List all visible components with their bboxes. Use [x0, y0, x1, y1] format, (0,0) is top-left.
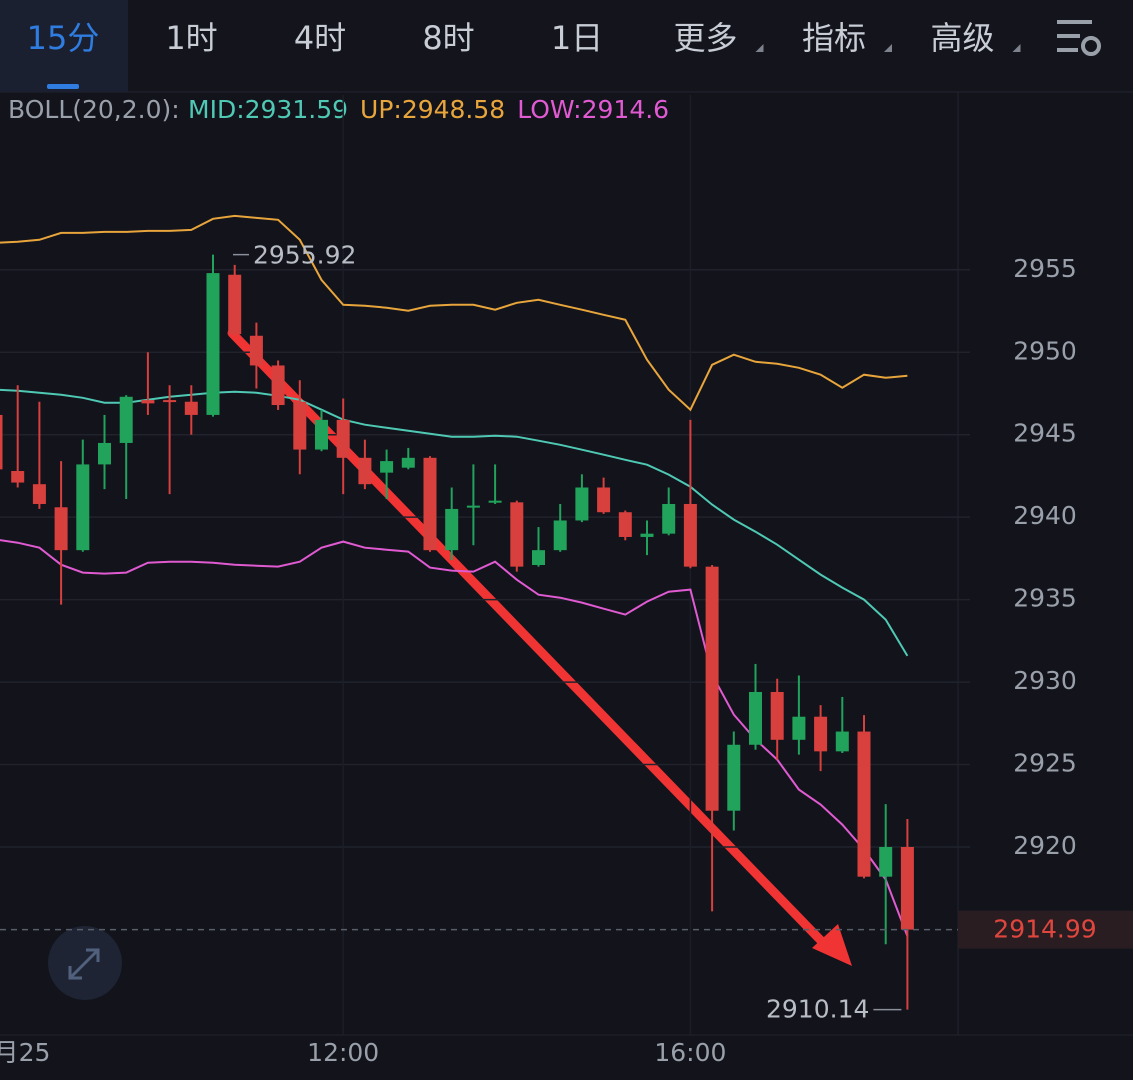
expand-button[interactable] — [48, 926, 122, 1000]
candle-body — [423, 457, 437, 551]
x-tick-label: 16:00 — [654, 1038, 726, 1067]
candle-body — [293, 401, 307, 450]
candle-body — [770, 691, 784, 740]
candle-body — [271, 365, 285, 406]
dropdown-caret — [1012, 44, 1021, 52]
candle-body — [553, 520, 567, 551]
candle-body — [792, 716, 806, 740]
candle-body — [683, 503, 697, 567]
boll-line — [0, 214, 908, 412]
candle-body — [662, 503, 676, 534]
candle-body — [0, 414, 3, 470]
candle-body — [705, 566, 719, 811]
candle-body — [510, 502, 524, 567]
low-label: 2910.14 — [766, 995, 869, 1024]
timeframe-tab[interactable]: 更多 — [673, 19, 737, 57]
legend-entry: LOW:2914.6 — [517, 95, 669, 124]
legend: MID:2931.59 UP:2948.58 LOW:2914.6 — [188, 95, 669, 124]
timeframe-tab[interactable]: 15分 — [27, 19, 100, 57]
y-tick-label: 2930 — [1013, 666, 1077, 695]
y-tick-label: 2940 — [1013, 501, 1077, 530]
candle-body — [879, 847, 893, 877]
candle-body — [835, 731, 849, 752]
candle-body — [358, 457, 372, 485]
candle-body — [814, 716, 828, 752]
candle-body — [597, 487, 611, 513]
settings-icon[interactable] — [1057, 20, 1101, 56]
price-tag — [958, 910, 1133, 949]
candle-body — [401, 457, 415, 468]
y-tick-label: 2950 — [1013, 336, 1077, 365]
timeframe-tab[interactable]: 高级 — [930, 19, 994, 57]
candle-body — [228, 274, 242, 335]
candle-body — [488, 500, 502, 503]
dropdown-caret — [755, 44, 764, 52]
candle-body — [749, 691, 762, 745]
legend-name: LOW: — [517, 95, 581, 124]
candle-body — [76, 464, 90, 551]
legend-name: MID: — [188, 95, 245, 124]
candle-body — [900, 847, 914, 930]
candle-body — [727, 744, 741, 811]
legend-value: 2931.59 — [245, 95, 348, 124]
y-tick-label: 2935 — [1013, 584, 1077, 613]
y-tick-label: 2920 — [1013, 831, 1077, 860]
candle-body — [11, 471, 25, 483]
high-label: 2955.92 — [253, 241, 356, 270]
candle-body — [141, 400, 155, 404]
candle-body — [249, 335, 263, 366]
candle-body — [163, 400, 177, 403]
candle-body — [575, 487, 589, 521]
timeframe-tab[interactable]: 8时 — [422, 19, 474, 57]
dropdown-caret — [884, 44, 892, 52]
legend-entry: UP:2948.58 — [360, 95, 505, 124]
timeframe-tab[interactable]: 1时 — [165, 19, 217, 57]
legend-entry: MID:2931.59 — [188, 95, 348, 124]
candle-body — [315, 419, 328, 450]
candle-body — [336, 419, 350, 458]
timeframe-tab[interactable]: 4时 — [294, 19, 346, 57]
y-tick-label: 2955 — [1013, 254, 1077, 283]
candle-body — [380, 461, 394, 473]
candle-body — [445, 508, 459, 551]
candle-body — [466, 505, 480, 508]
y-tick-label: 2945 — [1013, 419, 1077, 448]
active-tab-indicator — [47, 84, 79, 89]
legend-value: 2948.58 — [402, 95, 505, 124]
candle-body — [857, 731, 871, 877]
candle-body — [184, 401, 198, 415]
annotation-arrow — [227, 328, 852, 966]
candle-body — [119, 396, 133, 443]
legend-name: UP: — [360, 95, 402, 124]
candle-body — [54, 507, 68, 551]
candle-body — [32, 484, 46, 504]
candle-body — [206, 273, 220, 415]
y-tick-label: 2925 — [1013, 749, 1077, 778]
timeframe-tab[interactable]: 指标 — [802, 19, 866, 57]
candle-body — [640, 533, 654, 537]
indicator-label: BOLL(20,2.0): — [8, 95, 180, 124]
active-tab-bg — [0, 0, 128, 92]
candle-body — [618, 512, 632, 537]
x-tick-label: 月25 — [0, 1038, 50, 1067]
price-label: 2914.99 — [993, 915, 1096, 944]
timeframe-tab[interactable]: 1日 — [551, 19, 603, 57]
x-tick-label: 12:00 — [307, 1038, 379, 1067]
candle-body — [532, 550, 545, 565]
legend-value: 2914.6 — [582, 95, 669, 124]
toolbar — [0, 0, 1133, 92]
candle-body — [98, 442, 111, 465]
